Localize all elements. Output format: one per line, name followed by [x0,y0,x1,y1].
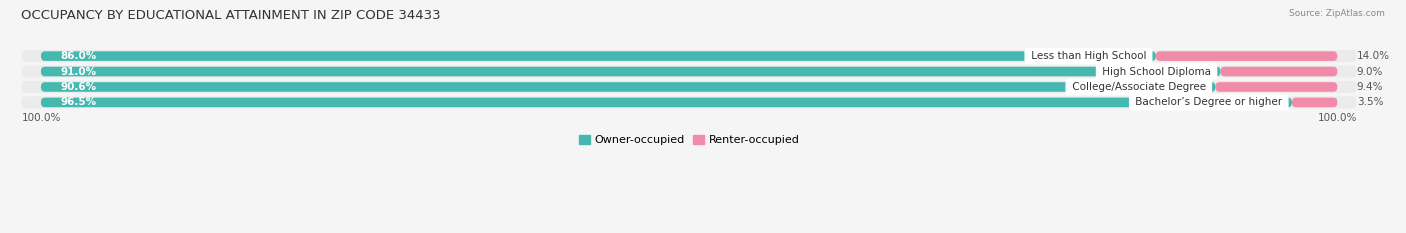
Text: 100.0%: 100.0% [21,113,60,123]
Text: Source: ZipAtlas.com: Source: ZipAtlas.com [1289,9,1385,18]
FancyBboxPatch shape [1215,82,1337,92]
FancyBboxPatch shape [41,98,1292,107]
Text: 91.0%: 91.0% [60,67,97,76]
Text: High School Diploma: High School Diploma [1099,67,1215,76]
Text: 14.0%: 14.0% [1357,51,1389,61]
Text: 9.4%: 9.4% [1357,82,1384,92]
Text: 100.0%: 100.0% [1317,113,1357,123]
Text: 86.0%: 86.0% [60,51,97,61]
Text: 96.5%: 96.5% [60,97,97,107]
FancyBboxPatch shape [1156,51,1337,61]
Text: College/Associate Degree: College/Associate Degree [1069,82,1209,92]
Text: Less than High School: Less than High School [1028,51,1149,61]
Text: 3.5%: 3.5% [1357,97,1384,107]
FancyBboxPatch shape [1292,98,1337,107]
Legend: Owner-occupied, Renter-occupied: Owner-occupied, Renter-occupied [578,135,800,145]
Text: 90.6%: 90.6% [60,82,97,92]
Text: OCCUPANCY BY EDUCATIONAL ATTAINMENT IN ZIP CODE 34433: OCCUPANCY BY EDUCATIONAL ATTAINMENT IN Z… [21,9,440,22]
FancyBboxPatch shape [41,51,1156,61]
FancyBboxPatch shape [41,82,1215,92]
FancyBboxPatch shape [21,50,1357,62]
FancyBboxPatch shape [21,96,1357,108]
FancyBboxPatch shape [41,67,1220,76]
Text: 9.0%: 9.0% [1357,67,1384,76]
Text: Bachelor’s Degree or higher: Bachelor’s Degree or higher [1132,97,1285,107]
FancyBboxPatch shape [1220,67,1337,76]
FancyBboxPatch shape [21,81,1357,93]
FancyBboxPatch shape [21,65,1357,78]
